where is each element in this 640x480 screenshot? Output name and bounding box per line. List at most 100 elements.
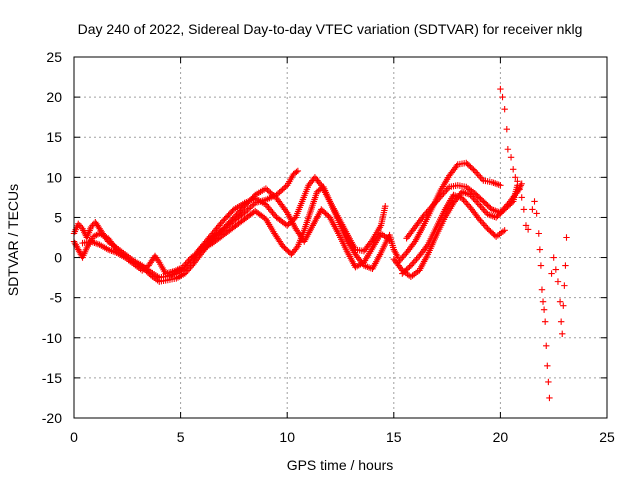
data-point xyxy=(507,154,515,161)
data-point xyxy=(221,225,228,233)
data-point xyxy=(540,306,548,313)
data-point xyxy=(563,234,570,241)
data-point xyxy=(475,201,483,208)
data-point xyxy=(480,220,487,228)
data-point xyxy=(250,201,257,208)
data-point xyxy=(524,226,532,233)
data-point xyxy=(482,223,490,231)
data-point xyxy=(529,206,536,213)
data-point xyxy=(293,168,300,176)
data-point xyxy=(294,167,302,175)
data-point xyxy=(548,270,555,277)
data-point xyxy=(552,266,560,273)
data-point xyxy=(464,201,471,208)
data-point xyxy=(461,198,469,205)
data-point xyxy=(413,255,420,263)
y-tick-label: -15 xyxy=(42,370,62,386)
y-tick-label: -10 xyxy=(42,330,62,346)
data-point xyxy=(541,318,549,325)
data-point xyxy=(545,378,552,386)
data-point xyxy=(245,205,253,212)
data-point xyxy=(277,187,285,195)
data-point xyxy=(247,203,254,211)
x-tick-label: 0 xyxy=(70,429,78,445)
y-axis-label: SDTVAR / TECUs xyxy=(5,184,21,296)
data-point xyxy=(557,318,565,325)
data-point xyxy=(475,172,483,179)
data-point xyxy=(559,330,566,337)
y-tick-label: 5 xyxy=(54,209,62,225)
series-arc-f xyxy=(403,180,525,242)
data-point xyxy=(397,255,405,263)
x-tick-labels: 0 5 10 15 20 25 xyxy=(70,429,615,445)
data-point xyxy=(481,222,488,229)
y-tick-labels: -20 -15 -10 -5 0 5 10 15 20 25 xyxy=(42,49,62,426)
series-arc-h xyxy=(399,191,508,277)
data-point xyxy=(539,298,547,305)
data-point xyxy=(478,219,486,226)
data-point xyxy=(477,203,484,210)
data-point xyxy=(264,186,271,194)
data-points xyxy=(70,85,570,402)
y-tick-label: 15 xyxy=(46,129,62,145)
data-point xyxy=(406,263,413,271)
data-point xyxy=(509,166,517,173)
data-point xyxy=(276,189,283,196)
data-point xyxy=(473,169,480,176)
data-point xyxy=(516,186,523,193)
data-point xyxy=(248,202,256,209)
data-point xyxy=(187,263,194,271)
data-point xyxy=(474,170,481,178)
data-point xyxy=(481,207,488,215)
x-tick-label: 20 xyxy=(493,429,509,445)
data-point xyxy=(220,227,227,234)
data-point xyxy=(399,254,406,261)
data-point xyxy=(544,362,551,370)
y-tick-label: -20 xyxy=(42,410,62,426)
data-point xyxy=(242,208,250,215)
data-point xyxy=(522,222,530,229)
data-point xyxy=(224,222,232,230)
data-point xyxy=(184,267,191,274)
data-point xyxy=(480,206,487,213)
data-point xyxy=(561,282,568,289)
data-point xyxy=(518,194,525,201)
data-point xyxy=(499,93,506,101)
data-point xyxy=(223,224,230,231)
data-point xyxy=(382,203,389,210)
data-point xyxy=(400,252,407,260)
x-axis-label: GPS time / hours xyxy=(287,457,394,473)
data-point xyxy=(477,174,484,181)
data-point xyxy=(550,254,557,261)
data-point xyxy=(262,185,270,192)
data-point xyxy=(536,246,544,253)
x-tick-label: 5 xyxy=(177,429,185,445)
data-point xyxy=(280,184,288,192)
data-point xyxy=(410,259,417,266)
data-point xyxy=(535,230,542,237)
series-arc-d xyxy=(194,167,302,255)
y-tick-label: 25 xyxy=(46,49,62,65)
data-point xyxy=(543,342,550,349)
data-point xyxy=(520,206,528,213)
data-point xyxy=(537,262,545,269)
chart-title: Day 240 of 2022, Sidereal Day-to-day VTE… xyxy=(78,21,583,37)
x-tick-label: 25 xyxy=(599,429,615,445)
data-point xyxy=(554,278,562,285)
data-point xyxy=(556,298,564,305)
data-point xyxy=(512,174,519,181)
y-tick-label: 20 xyxy=(46,89,62,105)
data-point xyxy=(531,198,538,205)
data-point xyxy=(227,220,235,227)
data-point xyxy=(562,262,569,269)
tick-marks xyxy=(73,56,608,419)
data-point xyxy=(470,166,477,173)
series-arc-c xyxy=(79,183,402,277)
data-point xyxy=(514,178,521,185)
data-point xyxy=(497,182,504,189)
data-point xyxy=(463,199,470,207)
x-tick-label: 15 xyxy=(386,429,402,445)
data-point xyxy=(226,221,233,228)
y-tick-label: -5 xyxy=(50,290,63,306)
